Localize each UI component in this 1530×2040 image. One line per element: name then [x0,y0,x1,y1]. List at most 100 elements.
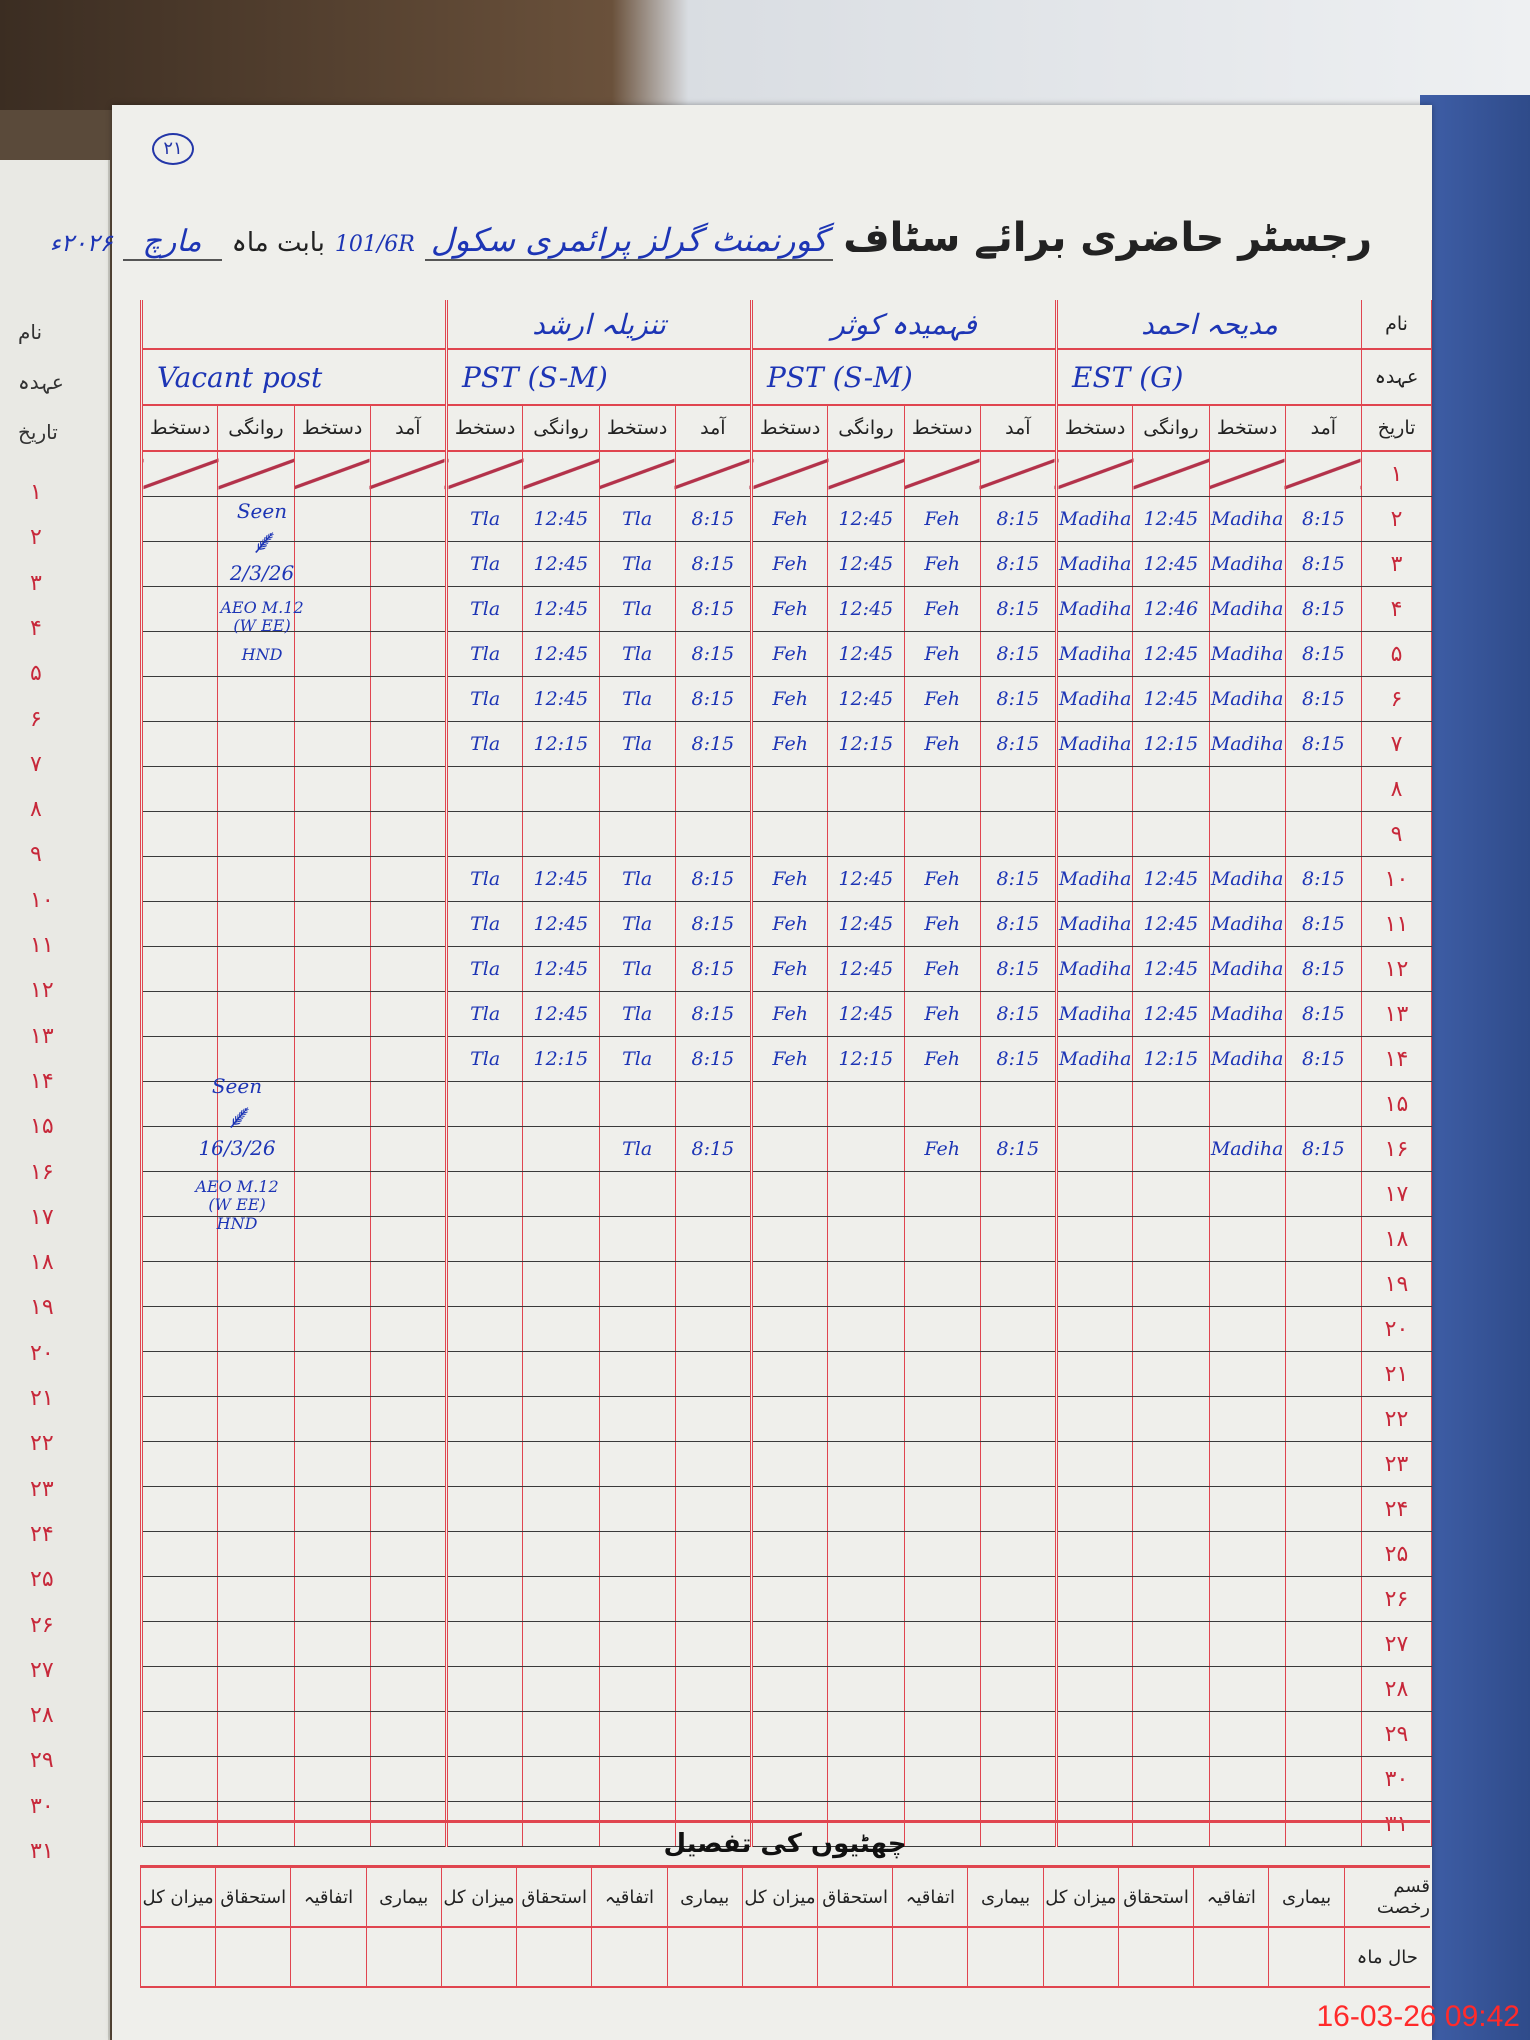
arrival-time [1284,1171,1363,1217]
arrival-signature [598,1351,676,1397]
leave-count-cell [967,1928,1042,1986]
arrival-signature [598,766,676,812]
leave-count-cell [139,1928,215,1986]
arrival-signature [293,1801,371,1847]
left-page-date: ۱ [30,480,42,505]
arrival-signature: Feh [903,631,981,677]
staff-name [140,300,447,350]
arrival-signature [1208,766,1286,812]
departure-signature [1054,1576,1134,1622]
arrival-time: 8:15 [979,1126,1058,1172]
departure-time [522,1666,600,1712]
arrival-time [369,1261,448,1307]
leave-count-cell [215,1928,290,1986]
arrival-time [1284,1801,1363,1847]
date-cell: ۲۷ [1361,1621,1432,1667]
departure-signature-header: دستخط [444,405,524,452]
leave-current-month-row: حال ماہ [139,1928,1430,1988]
arrival-signature-header: دستخط [1208,405,1286,452]
departure-time [827,1621,905,1667]
departure-time [1132,811,1210,857]
date-cell: ۲ [1361,496,1432,542]
arrival-time [979,1216,1058,1262]
leave-column-header: میزان کل [741,1868,817,1926]
departure-signature [1054,1666,1134,1712]
arrival-time [979,451,1058,497]
departure-time: 12:46 [1132,586,1210,632]
departure-time [1132,1396,1210,1442]
left-page-date: ۳۱ [30,1839,54,1864]
departure-time: 12:45 [522,991,600,1037]
departure-signature [444,811,524,857]
left-page-date: ۲۴ [30,1521,54,1547]
arrival-time [674,1756,753,1802]
arrival-signature [1208,811,1286,857]
attendance-row: ۲۰ [139,1306,1432,1352]
date-cell: ۲۸ [1361,1666,1432,1712]
departure-signature [749,1576,829,1622]
arrival-signature [293,1441,371,1487]
departure-signature [749,1531,829,1577]
departure-time: 12:45 [827,901,905,947]
arrival-signature [1208,1666,1286,1712]
leave-type-label: قسم رخصت [1343,1868,1430,1926]
arrival-time [1284,1081,1363,1127]
departure-time: 12:45 [1132,496,1210,542]
name-row-label: نام [1361,300,1432,350]
arrival-time [369,766,448,812]
arrival-time [1284,1351,1363,1397]
departure-signature [139,766,219,812]
departure-time: 12:15 [827,1036,905,1082]
title-printed: رجسٹر حاضری برائے سٹاف [843,215,1372,261]
left-page-date: ۲۶ [30,1612,54,1638]
departure-time: 12:15 [1132,1036,1210,1082]
arrival-time [979,1351,1058,1397]
departure-time [217,631,295,677]
arrival-signature [598,451,676,497]
left-page-date: ۱۲ [30,978,54,1004]
arrival-time [979,811,1058,857]
arrival-signature: Feh [903,946,981,992]
departure-signature: Feh [749,631,829,677]
arrival-time [674,1216,753,1262]
arrival-time [369,1801,448,1847]
departure-signature [1054,1711,1134,1757]
departure-signature [444,451,524,497]
departure-time: 12:45 [522,586,600,632]
departure-time [217,901,295,947]
departure-time [522,766,600,812]
departure-signature [1054,1216,1134,1262]
departure-signature [1054,1126,1134,1172]
departure-signature [139,586,219,632]
arrival-signature [903,1081,981,1127]
arrival-signature [293,631,371,677]
date-cell: ۴ [1361,586,1432,632]
leave-count-cell [365,1928,441,1986]
arrival-time [979,1621,1058,1667]
departure-time [1132,1756,1210,1802]
departure-signature-header: دستخط [749,405,829,452]
departure-signature [139,1261,219,1307]
departure-time [217,1666,295,1712]
departure-time [217,1396,295,1442]
arrival-signature: Tla [598,541,676,587]
departure-time [217,721,295,767]
attendance-row: ۱۴ 8:15 Madiha 12:15 Madiha 8:15 Feh 12:15 Feh 8:… [139,1036,1432,1082]
departure-signature [749,1396,829,1442]
departure-time: 12:45 [827,586,905,632]
departure-time [522,1441,600,1487]
staff-name: فہمیدہ کوثر [750,300,1057,350]
departure-signature [444,1666,524,1712]
arrival-signature: Tla [598,946,676,992]
arrival-time [674,451,753,497]
arrival-time [1284,1396,1363,1442]
arrival-signature: Feh [903,721,981,767]
departure-time: 12:45 [522,946,600,992]
attendance-row: ۲۵ [139,1531,1432,1577]
departure-signature: Tla [444,676,524,722]
left-page-date: ۱۷ [30,1204,54,1230]
arrival-time [1284,1216,1363,1262]
departure-signature: Tla [444,1036,524,1082]
departure-time [217,451,295,497]
departure-time [217,946,295,992]
